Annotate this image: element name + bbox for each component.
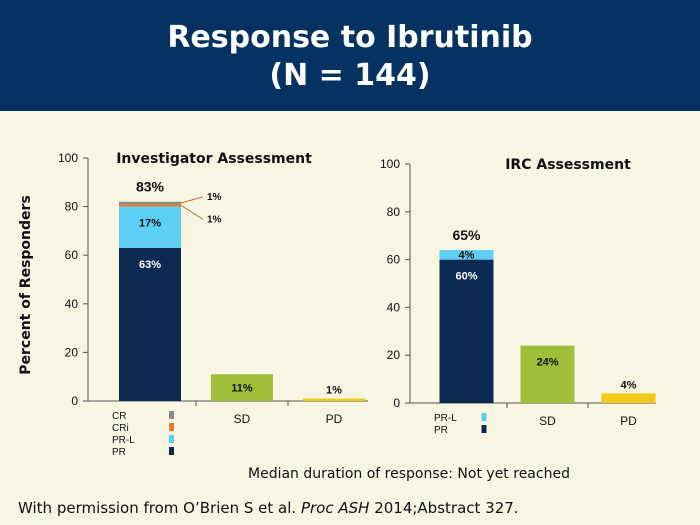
chart1-bar-cr: [119, 201, 181, 205]
chart1-callout-line-cr: [180, 196, 204, 204]
slide-subtitle: (N = 144): [269, 58, 431, 93]
chart1-label-pd: 1%: [326, 385, 342, 397]
chart2-y-tick-label: 0: [393, 396, 400, 410]
citation: With permission from O’Brien S et al. Pr…: [18, 499, 519, 517]
chart2-total-label: 65%: [452, 227, 481, 243]
chart1-legend-swatch-cri: [169, 423, 174, 431]
chart1-legend-swatch-pr: [169, 447, 174, 455]
chart1-label-pr: 63%: [139, 259, 161, 271]
chart1-legend-swatch-pr-l: [169, 435, 174, 443]
chart2-label-pd: 4%: [621, 379, 637, 391]
chart2-label-pr-l: 4%: [459, 250, 475, 262]
chart1-legend-label-cri: CRi: [112, 423, 129, 434]
chart2-y-tick-label: 100: [380, 157, 400, 171]
chart2-label-pr: 60%: [455, 271, 477, 283]
citation-prefix: With permission from O’Brien S et al.: [18, 499, 301, 517]
chart1-y-tick-label: 40: [65, 297, 79, 311]
chart1-label-cr: 1%: [207, 192, 222, 203]
citation-suffix: 2014;Abstract 327.: [369, 499, 519, 517]
chart1-y-tick-label: 100: [58, 151, 78, 165]
chart2-legend-label-pr: PR: [434, 425, 448, 436]
chart2-bar-pd: [601, 393, 656, 403]
chart1-legend-label-cr: CR: [112, 411, 126, 422]
chart2-title: IRC Assessment: [505, 157, 631, 173]
chart1-y-tick-label: 60: [65, 248, 79, 262]
chart1-bar-pd: [303, 398, 365, 401]
chart2-legend-swatch-pr: [481, 425, 487, 433]
chart1-legend-label-pr-l: PR-L: [112, 435, 135, 446]
chart1-y-tick-label: 0: [71, 394, 78, 408]
chart1-legend-swatch-cr: [169, 411, 174, 419]
chart2-x-tick-label-sd: SD: [539, 414, 556, 428]
chart2-bar-pr: [439, 259, 494, 403]
chart2-bar-sd: [520, 345, 575, 403]
footnote: Median duration of response: Not yet rea…: [248, 466, 570, 482]
chart1-legend-label-pr: PR: [112, 447, 126, 458]
chart1-bar-pr: [119, 247, 181, 401]
chart1-bar-cri: [119, 204, 181, 207]
chart2-x-tick-label-pd: PD: [620, 414, 637, 428]
chart1-callout-line-cri: [180, 204, 204, 220]
chart1-y-tick-label: 20: [65, 345, 79, 359]
chart1-x-tick-label-sd: SD: [234, 412, 251, 426]
chart1-y-tick-label: 80: [65, 200, 79, 214]
chart1-bar-sd: [211, 374, 273, 401]
chart2-y-tick-label: 20: [387, 348, 401, 362]
chart2-legend-swatch-pr-l: [481, 413, 487, 421]
chart1-label-pr-l: 17%: [139, 218, 161, 230]
chart1-title: Investigator Assessment: [116, 151, 312, 167]
title-banner: [0, 0, 700, 111]
chart2-y-tick-label: 60: [387, 253, 401, 267]
chart1-x-tick-label-pd: PD: [326, 412, 343, 426]
chart2-bar-pr-l: [439, 250, 494, 260]
y-axis-label: Percent of Responders: [18, 195, 34, 375]
chart2-y-tick-label: 40: [387, 300, 401, 314]
chart1-total-label: 83%: [136, 179, 165, 195]
chart1-bar-pr-l: [119, 206, 181, 248]
chart1-label-sd: 11%: [231, 383, 253, 395]
citation-journal: Proc ASH: [300, 499, 370, 517]
slide-title: Response to Ibrutinib: [167, 20, 533, 55]
chart2-label-sd: 24%: [536, 357, 558, 369]
chart2-legend-label-pr-l: PR-L: [434, 413, 457, 424]
chart2-y-tick-label: 80: [387, 205, 401, 219]
chart1-label-cri: 1%: [207, 214, 222, 225]
